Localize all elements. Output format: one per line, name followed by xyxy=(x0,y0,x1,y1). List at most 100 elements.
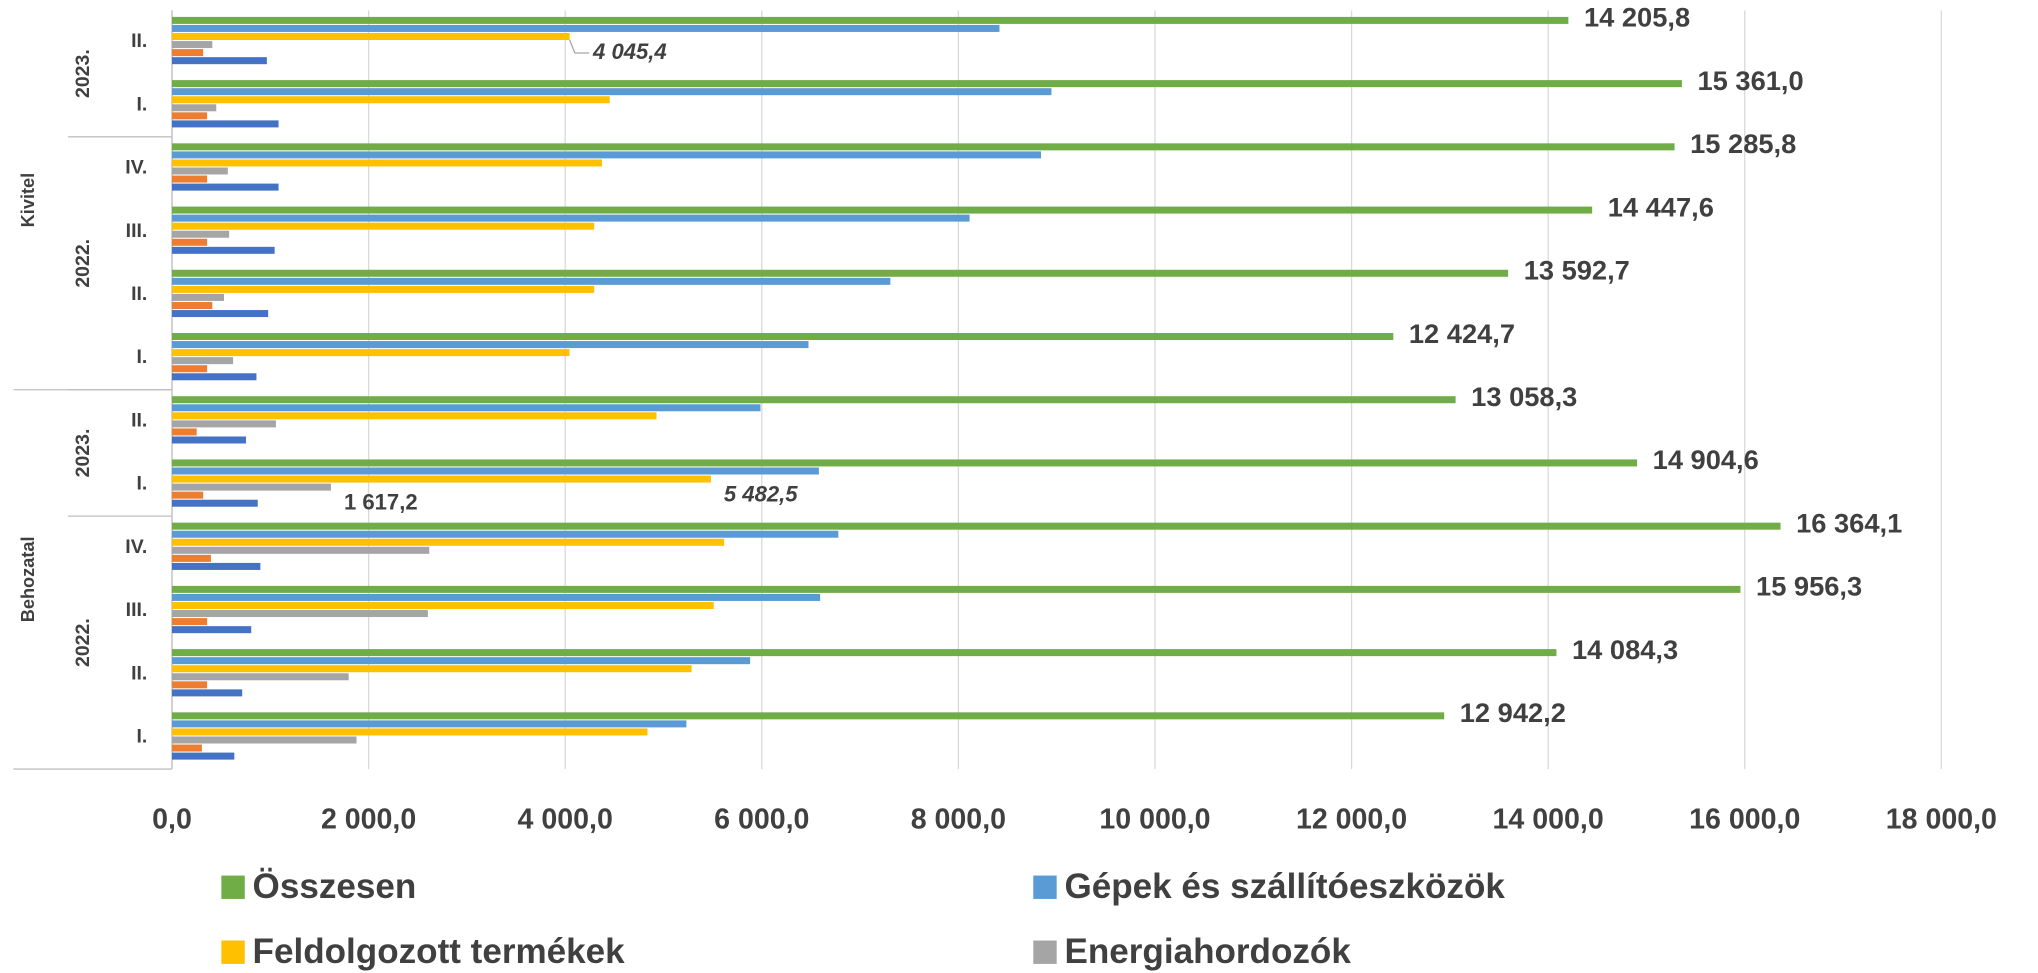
bar xyxy=(172,610,428,618)
x-tick-label: 10 000,0 xyxy=(1099,804,1210,836)
bar xyxy=(172,483,331,491)
flow-label: Behozatal xyxy=(18,536,38,622)
category-label: IV. xyxy=(125,157,147,179)
category-label: I. xyxy=(136,473,147,495)
data-label: 15 956,3 xyxy=(1756,571,1862,602)
bar xyxy=(172,293,225,301)
bar xyxy=(172,689,243,697)
bar xyxy=(172,499,258,507)
bar xyxy=(172,41,213,49)
bar xyxy=(172,404,761,412)
bar xyxy=(172,277,891,285)
data-label: 1 617,2 xyxy=(344,489,418,514)
bar xyxy=(172,420,276,428)
bar xyxy=(172,269,1509,277)
bar xyxy=(172,522,1781,530)
data-label: 13 058,3 xyxy=(1471,381,1577,412)
bar xyxy=(172,752,235,760)
bar xyxy=(172,538,725,546)
bar xyxy=(172,626,252,634)
bar xyxy=(172,332,1394,341)
bar xyxy=(172,341,809,349)
year-label: 2023. xyxy=(72,429,94,478)
bar xyxy=(172,665,692,673)
bar xyxy=(172,301,213,310)
bar xyxy=(172,230,230,238)
legend-label: Energiahordozók xyxy=(1064,932,1351,971)
bar xyxy=(172,151,1042,159)
bar xyxy=(172,285,595,293)
bar xyxy=(172,246,275,254)
bar xyxy=(172,24,1000,32)
bar xyxy=(172,159,602,167)
x-tick-label: 2 000,0 xyxy=(321,804,416,836)
bar xyxy=(172,238,208,246)
bar xyxy=(172,88,1052,96)
bar xyxy=(172,530,839,538)
bar xyxy=(172,57,267,65)
bar xyxy=(172,728,648,736)
bar xyxy=(172,681,208,689)
bar xyxy=(172,585,1741,593)
bar xyxy=(172,373,257,381)
category-label: IV. xyxy=(125,536,147,558)
legend-swatch xyxy=(221,940,245,964)
leader-line xyxy=(569,39,590,54)
legend-label: Összesen xyxy=(253,867,417,906)
bar xyxy=(172,562,261,570)
legend-swatch xyxy=(1033,875,1057,899)
bar xyxy=(172,104,217,112)
bar xyxy=(172,554,211,562)
legend-label: Gépek és szállítóeszközök xyxy=(1064,867,1505,906)
bar xyxy=(172,546,430,554)
data-label: 4 045,4 xyxy=(592,39,667,64)
bar xyxy=(172,310,269,318)
x-tick-label: 16 000,0 xyxy=(1689,804,1800,836)
bar xyxy=(172,167,228,175)
data-label: 16 364,1 xyxy=(1796,507,1902,538)
year-label: 2022. xyxy=(72,618,94,667)
bar xyxy=(172,436,247,444)
bar xyxy=(172,206,1593,214)
category-label: I. xyxy=(136,93,147,115)
x-tick-label: 12 000,0 xyxy=(1296,804,1407,836)
bar xyxy=(172,744,202,752)
bar xyxy=(172,214,970,222)
bar xyxy=(172,349,570,357)
year-label: 2022. xyxy=(72,239,94,288)
legend-label: Feldolgozott termékek xyxy=(253,932,626,971)
bar xyxy=(172,475,711,483)
bar xyxy=(172,467,819,475)
flow-label: Kivitel xyxy=(18,173,38,228)
legend-swatch xyxy=(1033,940,1057,964)
bar xyxy=(172,32,570,41)
bar xyxy=(172,357,234,365)
x-tick-label: 18 000,0 xyxy=(1886,804,1997,836)
bar xyxy=(172,491,204,499)
bar xyxy=(172,365,208,373)
bar xyxy=(172,712,1445,720)
bar xyxy=(172,673,349,681)
category-label: II. xyxy=(131,409,147,431)
category-label: II. xyxy=(131,283,147,305)
bar xyxy=(172,720,687,728)
data-label: 12 424,7 xyxy=(1409,318,1515,349)
data-label: 14 904,6 xyxy=(1653,444,1759,475)
bar xyxy=(172,412,657,420)
year-label: 2023. xyxy=(72,49,94,98)
bar xyxy=(172,657,751,665)
x-tick-label: 6 000,0 xyxy=(714,804,809,836)
bar xyxy=(172,593,821,601)
bar xyxy=(172,175,208,183)
x-tick-label: 8 000,0 xyxy=(911,804,1006,836)
x-tick-label: 14 000,0 xyxy=(1493,804,1604,836)
bar xyxy=(172,16,1569,24)
category-label: I. xyxy=(136,726,147,748)
x-tick-label: 4 000,0 xyxy=(518,804,613,836)
bar xyxy=(172,601,714,610)
category-label: II. xyxy=(131,662,147,684)
data-label: 13 592,7 xyxy=(1524,255,1630,286)
legend-swatch xyxy=(221,875,245,899)
data-label: 14 084,3 xyxy=(1572,634,1678,665)
bar xyxy=(172,96,610,104)
